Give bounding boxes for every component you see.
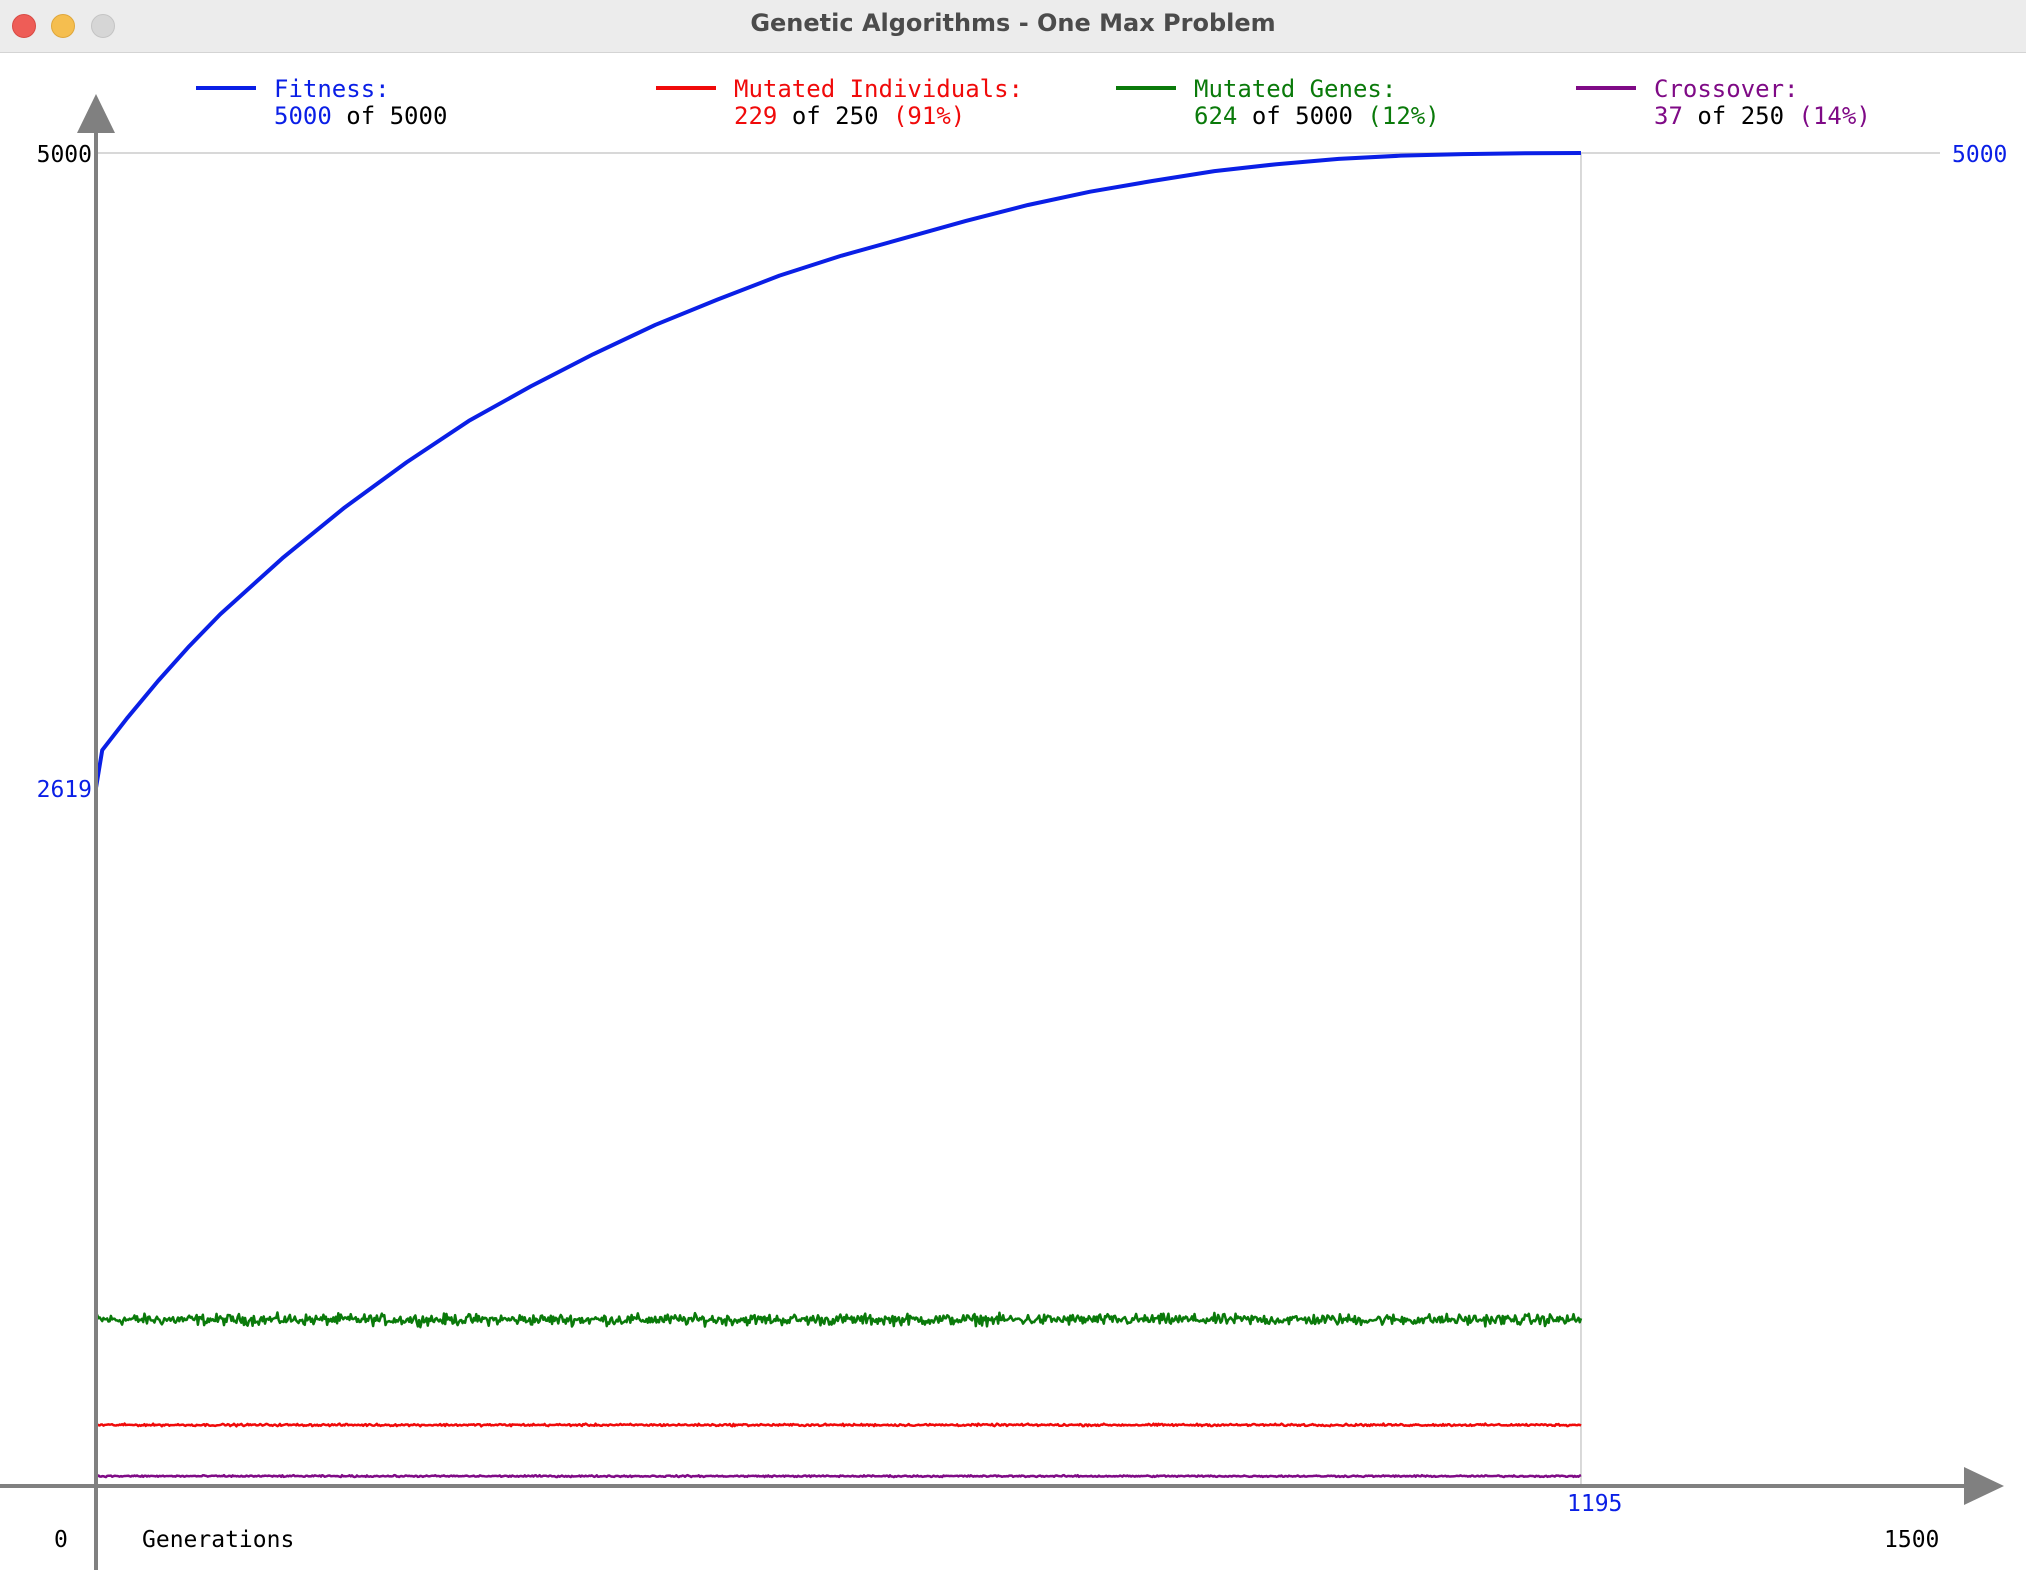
series-line-mutated-individuals [95,1422,1582,1428]
legend-total-mutated-individuals: 250 [835,102,878,130]
legend-total-fitness: 5000 [390,102,448,130]
series-line-fitness [94,151,1581,789]
series-line-mutated-genes [94,1311,1583,1329]
legend-total-crossover: 250 [1741,102,1784,130]
y-tick-min-fitness: 2619 [37,777,92,803]
legend-stat-crossover: 37 of 250 (14%) [1654,102,1871,130]
zoom-window-button[interactable] [91,14,115,38]
legend-label-mutated-individuals: Mutated Individuals: [734,75,1023,103]
y-tick-max-left: 5000 [37,142,92,168]
x-axis-label: Generations [142,1527,294,1553]
close-window-button[interactable] [12,14,36,38]
legend-label-crossover: Crossover: [1654,75,1799,103]
y-tick-max-right: 5000 [1952,142,2007,168]
legend-value-mutated-individuals: 229 [734,102,777,130]
legend-stat-fitness: 5000 of 5000 [274,102,447,130]
legend-stat-mutated-individuals: 229 of 250 (91%) [734,102,965,130]
legend-label-fitness: Fitness: [274,75,390,103]
legend-of-mutated-genes: of [1252,102,1281,130]
legend-of-mutated-individuals: of [792,102,821,130]
window-title: Genetic Algorithms - One Max Problem [750,9,1276,37]
legend-percent-mutated-genes: (12%) [1367,102,1439,130]
legend-item-mutated-individuals: Mutated Individuals: 229 of 250 (91%) [656,75,1023,130]
legend-stat-mutated-genes: 624 of 5000 (12%) [1194,102,1440,130]
legend-of-crossover: of [1697,102,1726,130]
legend-of-fitness: of [346,102,375,130]
title-bar: Genetic Algorithms - One Max Problem [0,0,2026,53]
legend-percent-crossover: (14%) [1799,102,1871,130]
legend-value-crossover: 37 [1654,102,1683,130]
x-tick-current: 1195 [1567,1491,1622,1517]
minimize-window-button[interactable] [51,14,75,38]
series-layer [94,151,1583,1479]
series-line-crossover [95,1473,1582,1479]
legend-item-fitness: Fitness: 5000 of 5000 [196,75,447,130]
legend-item-mutated-genes: Mutated Genes: 624 of 5000 (12%) [1116,75,1440,130]
legend-value-mutated-genes: 624 [1194,102,1237,130]
legend-item-crossover: Crossover: 37 of 250 (14%) [1576,75,1871,130]
legend-percent-mutated-individuals: (91%) [893,102,965,130]
legend-total-mutated-genes: 5000 [1295,102,1353,130]
x-tick-max: 1500 [1884,1527,1939,1553]
x-axis-arrow [1964,1467,2004,1505]
legend: Fitness: 5000 of 5000 Mutated Individual… [196,75,1871,130]
legend-value-fitness: 5000 [274,102,332,130]
y-axis-arrow [77,94,115,133]
legend-label-mutated-genes: Mutated Genes: [1194,75,1396,103]
x-tick-min: 0 [54,1527,68,1553]
